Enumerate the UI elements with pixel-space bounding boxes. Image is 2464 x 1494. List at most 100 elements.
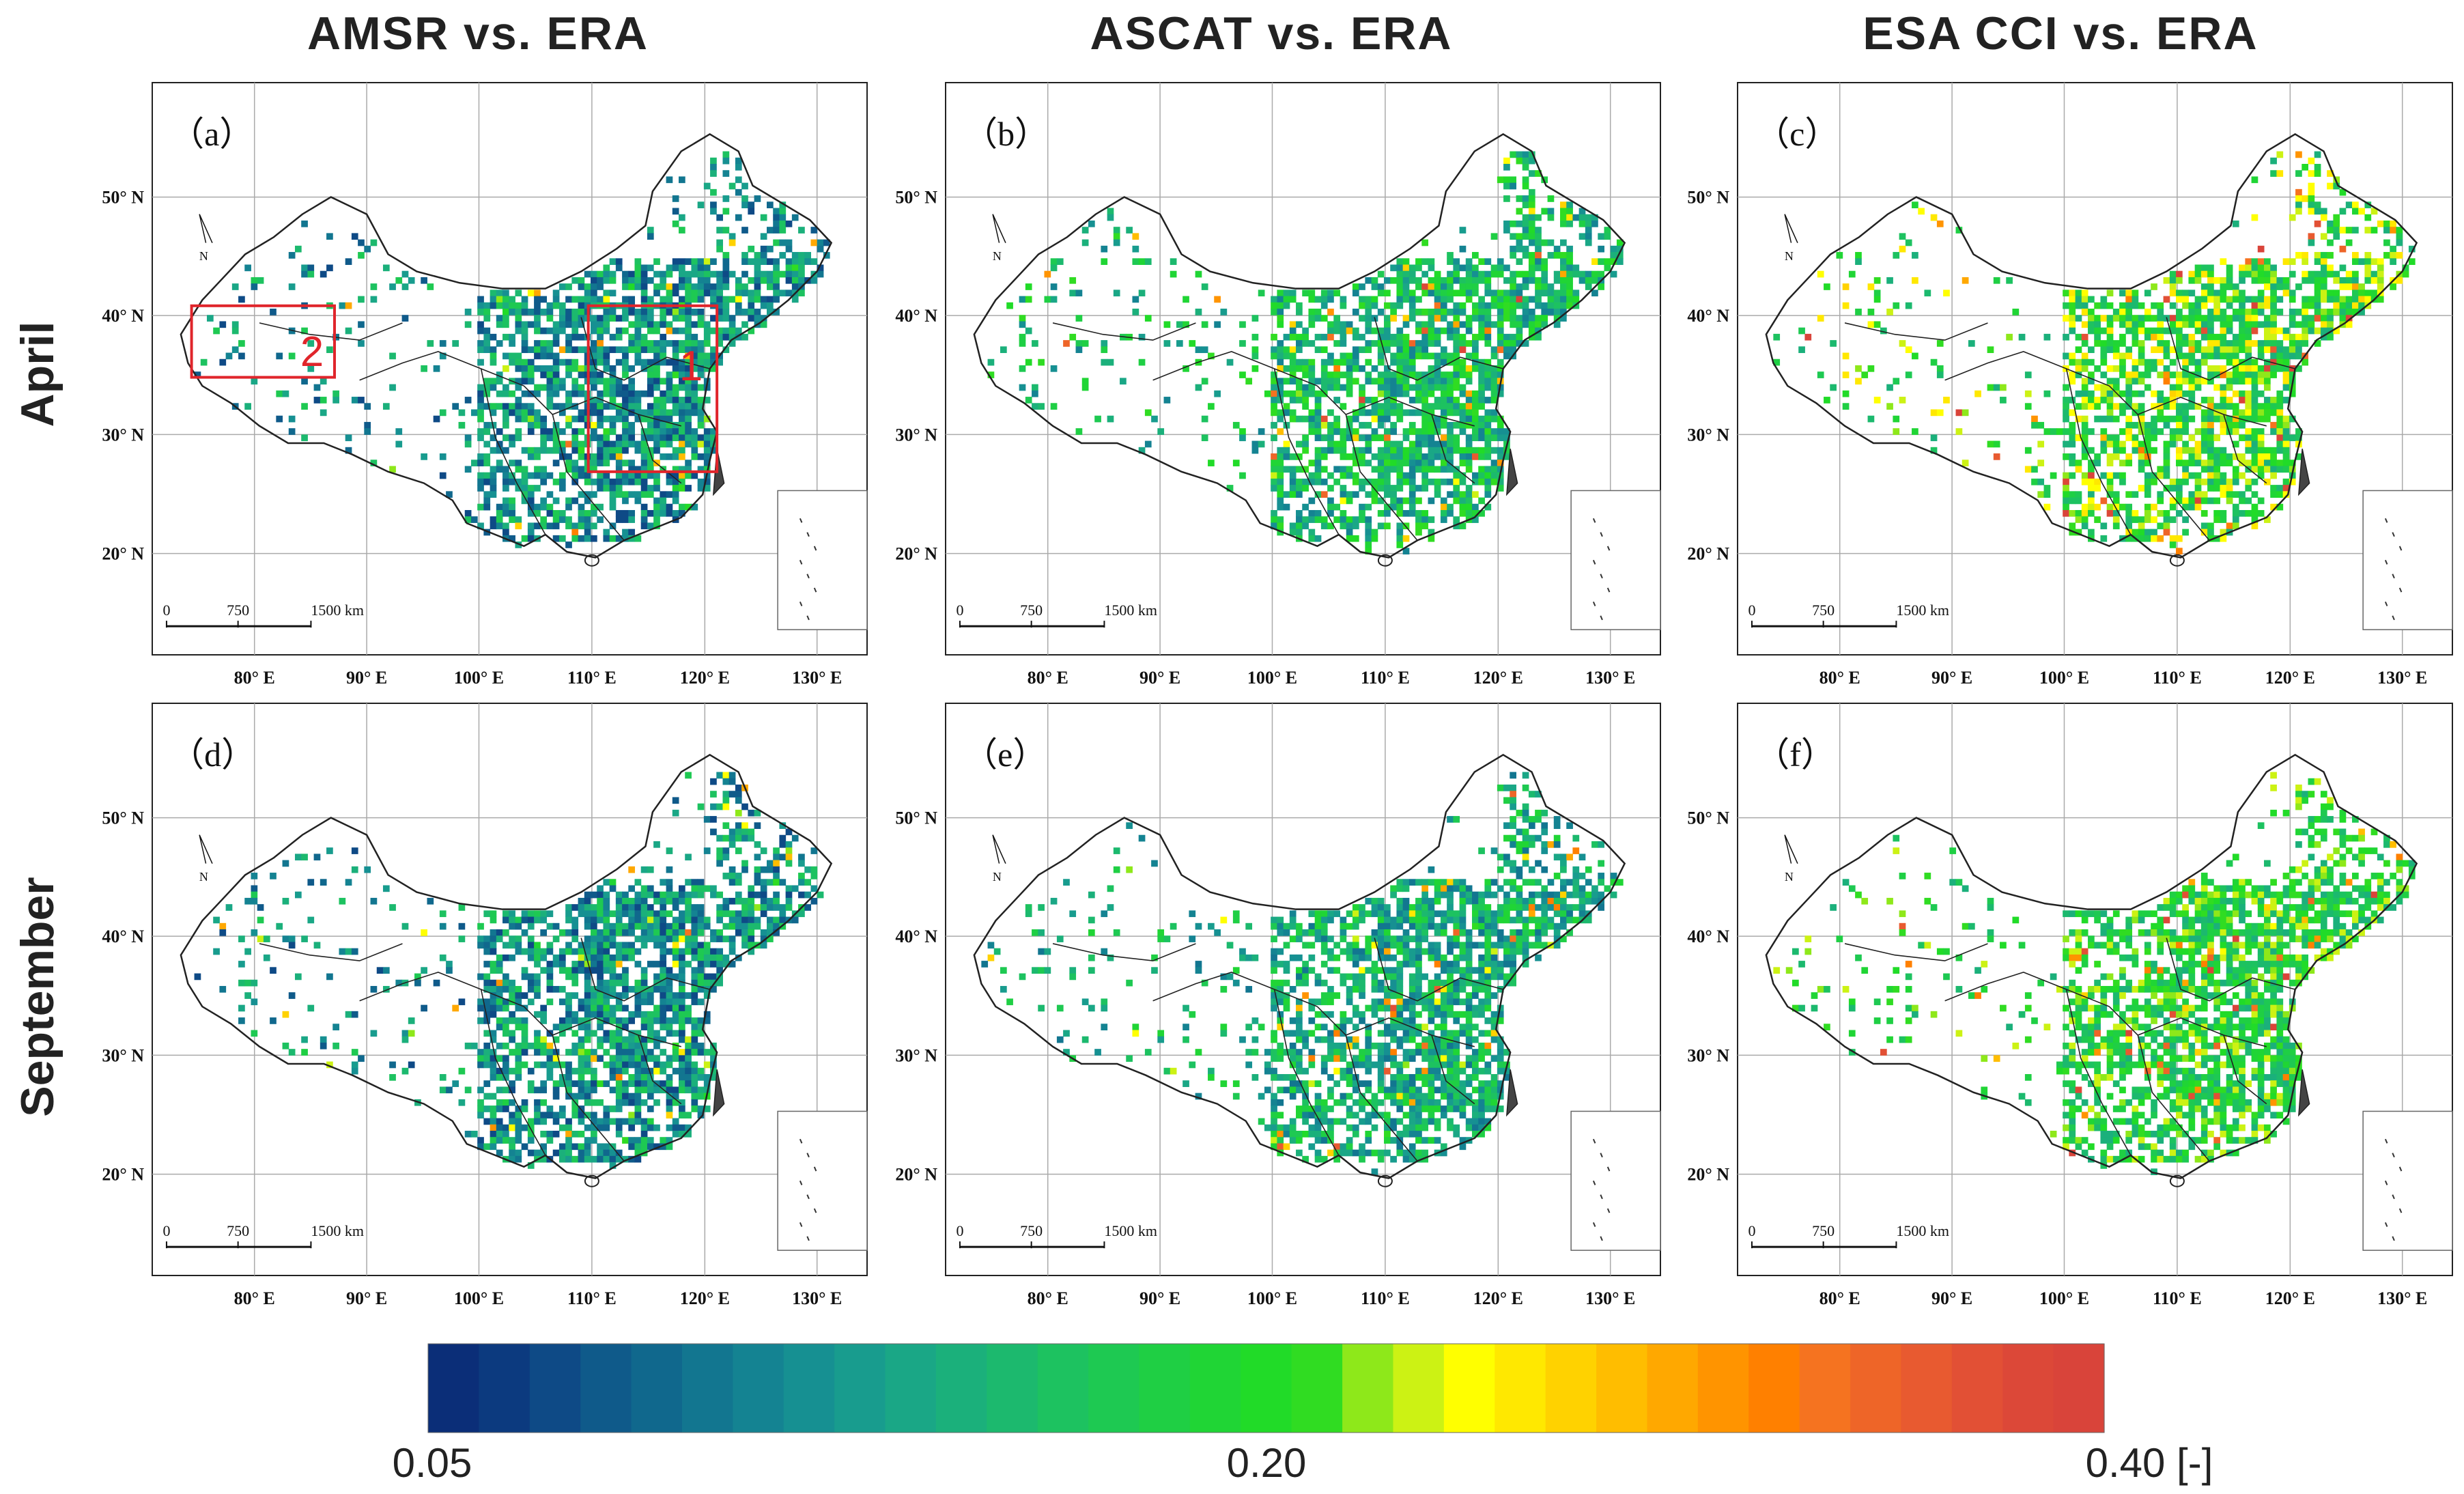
- data-pixel: [1535, 315, 1542, 322]
- data-pixel: [2200, 333, 2208, 341]
- data-pixel: [326, 847, 333, 854]
- data-pixel: [1472, 447, 1479, 454]
- data-pixel: [2081, 453, 2088, 460]
- data-pixel: [798, 854, 805, 861]
- data-pixel: [2132, 447, 2139, 454]
- data-pixel: [1516, 208, 1523, 215]
- data-pixel: [558, 948, 566, 955]
- data-pixel: [251, 873, 258, 879]
- data-pixel: [1050, 264, 1058, 272]
- data-pixel: [767, 866, 774, 873]
- data-pixel: [672, 340, 679, 347]
- data-pixel: [634, 904, 642, 911]
- data-pixel: [697, 466, 705, 473]
- data-pixel: [1038, 403, 1045, 410]
- data-pixel: [760, 233, 767, 240]
- data-pixel: [773, 891, 780, 899]
- data-pixel: [754, 283, 761, 290]
- data-pixel: [2081, 415, 2088, 423]
- data-pixel: [1333, 503, 1341, 511]
- data-pixel: [2276, 466, 2284, 473]
- data-pixel: [2112, 309, 2120, 315]
- data-pixel: [2075, 509, 2082, 517]
- data-pixel: [1396, 296, 1404, 303]
- data-pixel: [1377, 327, 1385, 335]
- data-pixel: [1440, 384, 1447, 391]
- data-pixel: [1459, 346, 1467, 354]
- north-label: N: [199, 249, 208, 263]
- data-pixel: [685, 277, 692, 284]
- data-pixel: [691, 922, 698, 930]
- data-pixel: [2163, 327, 2170, 335]
- data-pixel: [2220, 509, 2227, 517]
- data-pixel: [1333, 415, 1341, 423]
- data-pixel: [1390, 371, 1397, 378]
- lon-tick-label: 130° E: [2377, 668, 2427, 688]
- data-pixel: [326, 233, 333, 240]
- data-pixel: [798, 270, 805, 278]
- data-pixel: [1402, 358, 1410, 366]
- data-pixel: [666, 948, 673, 955]
- data-pixel: [2106, 434, 2114, 442]
- data-pixel: [1484, 365, 1492, 372]
- data-pixel: [1434, 384, 1441, 391]
- data-pixel: [1447, 428, 1454, 435]
- data-pixel: [603, 315, 610, 322]
- data-pixel: [628, 277, 636, 284]
- data-pixel: [597, 904, 604, 911]
- data-pixel: [2213, 365, 2221, 372]
- data-pixel: [691, 346, 698, 354]
- data-pixel: [1314, 434, 1322, 442]
- scale-label: 1500 km: [1104, 602, 1157, 619]
- data-pixel: [477, 309, 484, 315]
- data-pixel: [2138, 421, 2145, 429]
- data-pixel: [2333, 302, 2340, 309]
- data-pixel: [1465, 409, 1473, 417]
- data-pixel: [2100, 390, 2108, 397]
- data-pixel: [791, 264, 799, 272]
- data-pixel: [603, 309, 610, 315]
- data-pixel: [1447, 258, 1454, 265]
- data-pixel: [2106, 460, 2114, 466]
- data-pixel: [1503, 428, 1510, 435]
- data-pixel: [2282, 277, 2290, 284]
- data-pixel: [1428, 440, 1435, 448]
- data-pixel: [2396, 252, 2403, 259]
- data-pixel: [697, 973, 705, 981]
- data-pixel: [502, 409, 509, 417]
- data-pixel: [2308, 182, 2315, 190]
- data-pixel: [1296, 466, 1303, 473]
- data-pixel: [2232, 390, 2239, 397]
- data-pixel: [578, 453, 585, 460]
- data-pixel: [1421, 472, 1429, 479]
- data-pixel: [660, 378, 667, 385]
- data-pixel: [2188, 503, 2196, 511]
- data-pixel: [2188, 358, 2196, 366]
- data-pixel: [1396, 509, 1404, 517]
- data-pixel: [685, 365, 692, 372]
- data-pixel: [722, 227, 730, 234]
- data-pixel: [2031, 415, 2038, 423]
- data-pixel: [2333, 214, 2340, 221]
- data-pixel: [634, 961, 642, 968]
- data-pixel: [2144, 440, 2151, 448]
- data-pixel: [748, 904, 755, 911]
- data-pixel: [546, 434, 554, 442]
- data-pixel: [2088, 358, 2095, 366]
- data-pixel: [741, 942, 748, 949]
- data-pixel: [1447, 277, 1454, 284]
- data-pixel: [767, 904, 774, 911]
- data-pixel: [2239, 270, 2246, 278]
- data-pixel: [1447, 409, 1454, 417]
- data-pixel: [244, 979, 251, 987]
- data-pixel: [1333, 466, 1341, 473]
- data-pixel: [679, 910, 685, 918]
- province-border: [359, 351, 524, 386]
- data-pixel: [1541, 283, 1548, 290]
- data-pixel: [2207, 497, 2214, 505]
- data-pixel: [640, 415, 648, 423]
- data-pixel: [1610, 252, 1617, 259]
- data-pixel: [2270, 371, 2277, 378]
- data-pixel: [1377, 434, 1385, 442]
- data-pixel: [2100, 296, 2108, 303]
